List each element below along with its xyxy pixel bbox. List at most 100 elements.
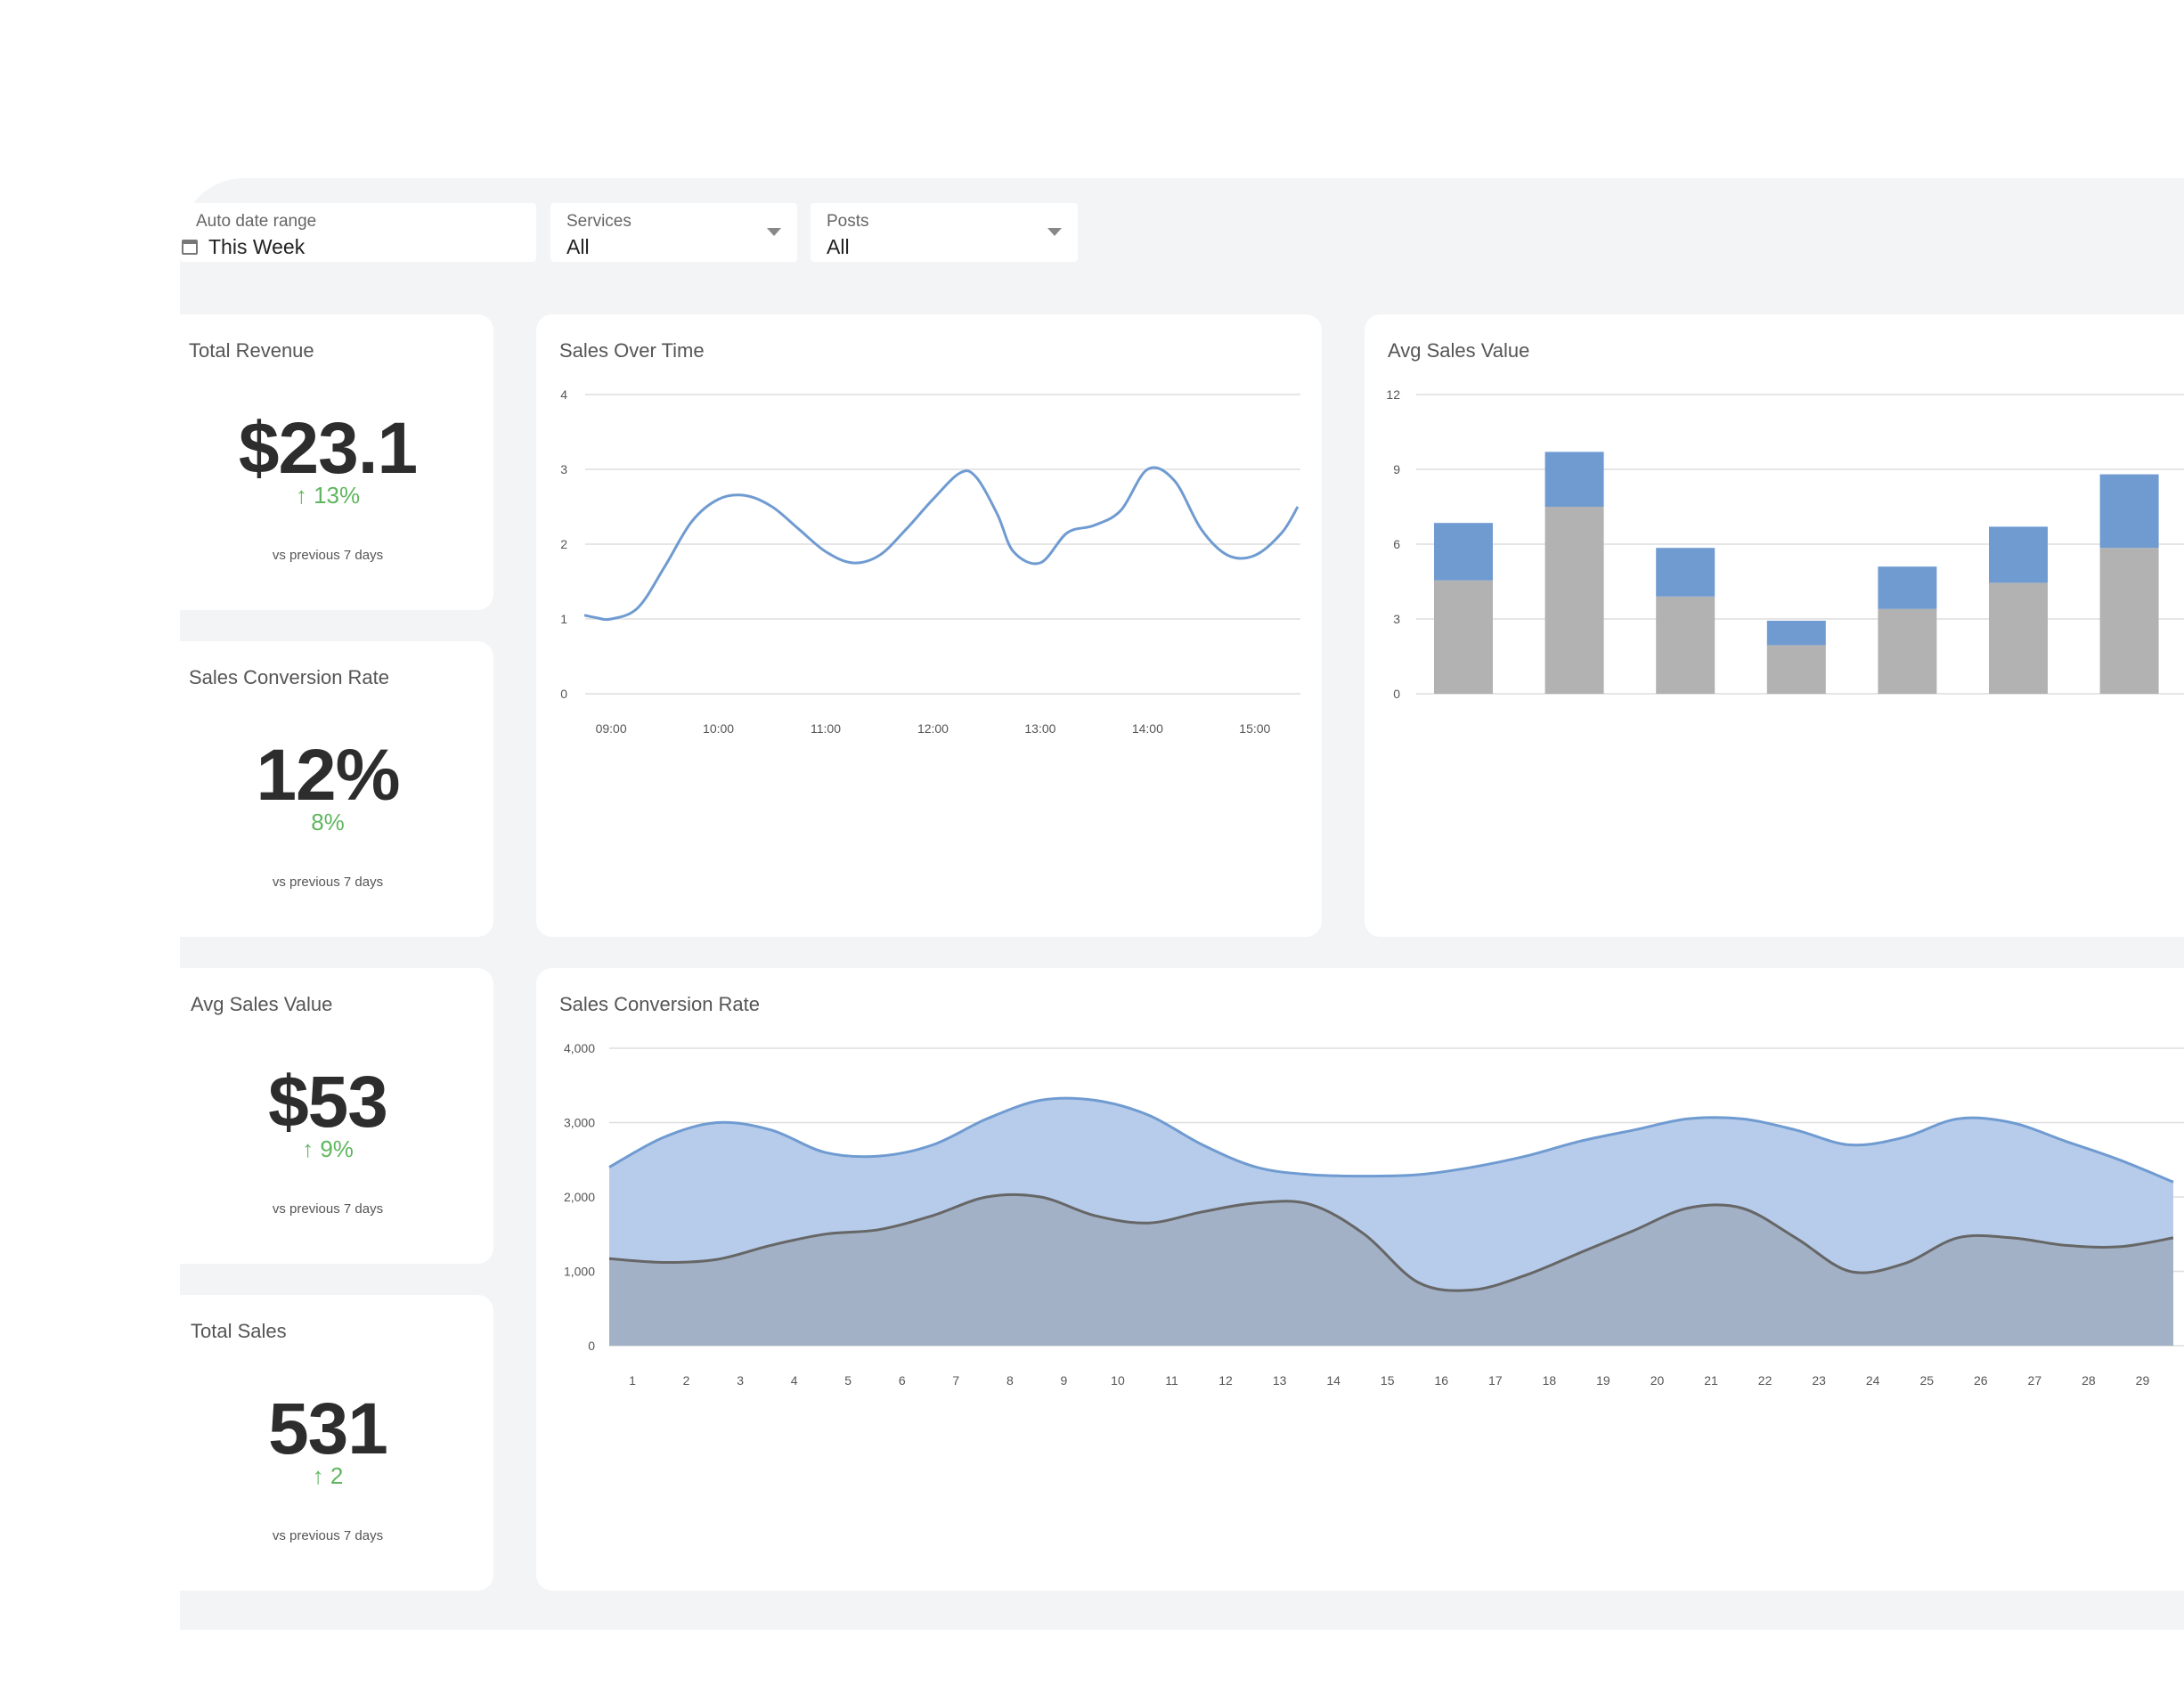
x-tick-label: 15: [1381, 1373, 1395, 1388]
area-fill-gray: [609, 1194, 2173, 1346]
y-tick-label: 2,000: [564, 1190, 595, 1204]
chart-title: Avg Sales Value: [1388, 339, 1530, 362]
kpi-title: Total Revenue: [189, 339, 314, 362]
y-tick-label: 1: [560, 612, 567, 626]
kpi-value: $23.1: [238, 408, 418, 489]
x-tick-label: 14: [1326, 1373, 1341, 1388]
calendar-icon: [182, 240, 198, 255]
sales-conversion-rate-card: Sales Conversion Rate 0 1,000 2,000 3,000 4,…: [536, 968, 2184, 1591]
x-tick-label: 10: [1111, 1373, 1125, 1388]
area-line-blue: [608, 1096, 2174, 1184]
kpi-sales-conversion-rate: Sales Conversion Rate 12% 8% vs previous…: [180, 641, 493, 937]
bar-segment-blue: [1656, 548, 1715, 597]
y-tick-label: 4,000: [564, 1041, 595, 1055]
services-filter[interactable]: Services All: [550, 203, 797, 262]
x-tick-label: 4: [791, 1373, 798, 1388]
bar-segment-gray: [1878, 608, 1937, 694]
y-tick-label: 3,000: [564, 1116, 595, 1130]
bar-segment-blue: [1989, 526, 2048, 583]
x-tick-label: 13: [1273, 1373, 1287, 1388]
x-tick-label: 09:00: [596, 721, 627, 736]
date-range-filter[interactable]: Auto date range This Week: [180, 203, 536, 262]
x-tick-label: 18: [1543, 1373, 1557, 1388]
x-tick-label: 20: [1650, 1373, 1665, 1388]
kpi-note: vs previous 7 days: [272, 1201, 384, 1217]
services-value: All: [566, 235, 590, 258]
x-tick-label: 10:00: [703, 721, 734, 736]
x-tick-label: 15:00: [1239, 721, 1270, 736]
kpi-avg-sales-value: Avg Sales Value $53 ↑ 9% vs previous 7 d…: [180, 968, 493, 1264]
area-line-gray: [608, 1193, 2174, 1292]
kpi-change: ↑ 2: [312, 1462, 344, 1489]
x-tick-label: 8: [1006, 1373, 1014, 1388]
y-tick-label: 2: [560, 537, 567, 551]
bar-segment-gray: [2099, 548, 2159, 694]
date-range-value: This Week: [208, 235, 306, 258]
x-tick-label: 23: [1812, 1373, 1826, 1388]
dashboard: Auto date range This Week Services All P…: [180, 178, 2184, 1630]
bar-segment-blue: [1544, 452, 1604, 507]
posts-value: All: [827, 235, 850, 258]
chevron-down-icon[interactable]: [1047, 228, 1062, 236]
kpi-note: vs previous 7 days: [272, 548, 384, 563]
services-label: Services: [566, 212, 632, 231]
y-tick-label: 3: [1393, 612, 1400, 626]
x-tick-label: 21: [1704, 1373, 1718, 1388]
bar-segment-gray: [1544, 507, 1604, 694]
x-tick-label: 3: [737, 1373, 744, 1388]
x-tick-label: 22: [1758, 1373, 1772, 1388]
y-tick-label: 1,000: [564, 1265, 595, 1279]
kpi-title: Total Sales: [191, 1320, 287, 1342]
x-tick-label: 2: [683, 1373, 690, 1388]
y-tick-label: 0: [588, 1339, 595, 1353]
x-tick-label: 28: [2082, 1373, 2096, 1388]
sales-over-time-card: Sales Over Time 0 1 2 3 4 09:00 10:00 11:00 12:0…: [536, 314, 1322, 937]
x-tick-label: 7: [952, 1373, 959, 1388]
kpi-note: vs previous 7 days: [272, 1528, 384, 1543]
x-tick-label: 14:00: [1132, 721, 1163, 736]
y-tick-label: 12: [1386, 387, 1400, 402]
bar-segment-gray: [1434, 580, 1493, 694]
posts-label: Posts: [827, 212, 869, 231]
x-tick-label: 13:00: [1024, 721, 1055, 736]
x-tick-label: 27: [2028, 1373, 2042, 1388]
y-tick-label: 3: [560, 462, 567, 476]
bar-segment-blue: [1766, 620, 1826, 646]
avg-sales-value-chart: 0 3 6 9 12: [1386, 387, 2184, 701]
x-tick-label: 1: [629, 1373, 636, 1388]
kpi-change: ↑ 9%: [302, 1136, 354, 1162]
x-tick-label: 5: [844, 1373, 852, 1388]
kpi-value: 531: [268, 1388, 388, 1469]
x-tick-label: 12:00: [917, 721, 949, 736]
kpi-value: 12%: [256, 735, 400, 816]
chevron-down-icon[interactable]: [767, 228, 781, 236]
avg-sales-value-card: Avg Sales Value 0 3 6 9 12: [1365, 314, 2184, 937]
x-tick-label: 24: [1866, 1373, 1880, 1388]
kpi-note: vs previous 7 days: [272, 875, 384, 890]
kpi-total-revenue: Total Revenue $23.1 ↑ 13% vs previous 7 …: [180, 314, 493, 610]
x-tick-label: 12: [1218, 1373, 1233, 1388]
posts-filter[interactable]: Posts All: [811, 203, 1078, 262]
bar-segment-blue: [1878, 566, 1937, 609]
y-tick-label: 6: [1393, 537, 1400, 551]
x-tick-label: 29: [2136, 1373, 2150, 1388]
x-tick-label: 26: [1974, 1373, 1988, 1388]
kpi-change: 8%: [311, 809, 345, 835]
bar-segment-gray: [1766, 645, 1826, 694]
kpi-title: Sales Conversion Rate: [189, 666, 390, 688]
x-tick-label: 16: [1434, 1373, 1448, 1388]
series-line: [583, 466, 1300, 622]
y-tick-label: 0: [560, 687, 567, 701]
x-tick-label: 25: [1919, 1373, 1934, 1388]
bar-segment-blue: [2099, 474, 2159, 549]
kpi-value: $53: [268, 1062, 388, 1143]
x-tick-label: 19: [1596, 1373, 1610, 1388]
x-tick-label: 17: [1488, 1373, 1503, 1388]
kpi-change: ↑ 13%: [295, 482, 361, 509]
chart-title: Sales Conversion Rate: [559, 993, 761, 1015]
date-range-label: Auto date range: [196, 212, 317, 231]
x-tick-label: 6: [899, 1373, 906, 1388]
x-tick-label: 9: [1061, 1373, 1068, 1388]
kpi-total-sales: Total Sales 531 ↑ 2 vs previous 7 days: [180, 1295, 493, 1591]
